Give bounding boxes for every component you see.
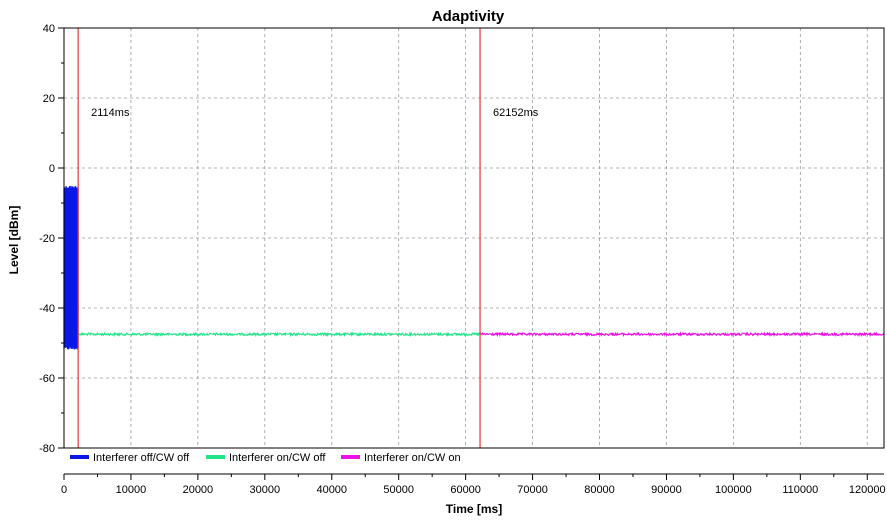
x-tick-label: 120000 xyxy=(849,484,886,496)
y-axis-title: Level [dBm] xyxy=(7,206,21,275)
series-interferer-off-cw-off xyxy=(63,185,79,350)
x-tick-label: 100000 xyxy=(715,484,752,496)
x-tick-label: 30000 xyxy=(250,484,281,496)
y-tick-label: -60 xyxy=(39,373,55,385)
marker-label: 2114ms xyxy=(91,107,130,119)
y-tick-label: -40 xyxy=(39,303,55,315)
x-tick-label: 90000 xyxy=(651,484,682,496)
grid xyxy=(64,28,884,448)
y-tick-label: 20 xyxy=(43,93,55,105)
y-tick-label: -80 xyxy=(39,443,55,455)
x-tick-label: 50000 xyxy=(383,484,414,496)
x-tick-label: 60000 xyxy=(450,484,481,496)
y-tick-label: 0 xyxy=(49,163,55,175)
series-interferer-on-cw-off xyxy=(77,331,481,338)
chart-title: Adaptivity xyxy=(432,8,505,25)
x-tick-label: 110000 xyxy=(782,484,818,496)
marker-layer: 2114ms 62152ms xyxy=(77,28,539,448)
x-tick-label: 70000 xyxy=(517,484,548,496)
x-tick-label: 80000 xyxy=(584,484,615,496)
y-tick-label: -20 xyxy=(39,233,55,245)
legend: Interferer off/CW off Interferer on/CW of… xyxy=(70,452,461,464)
legend-swatch xyxy=(206,455,225,459)
legend-swatch xyxy=(70,455,89,459)
marker-label: 62152ms xyxy=(493,107,539,119)
legend-label: Interferer on/CW off xyxy=(229,452,326,464)
series-interferer-on-cw-on xyxy=(479,331,885,338)
x-tick-label: 40000 xyxy=(316,484,347,496)
legend-label: Interferer on/CW on xyxy=(364,452,461,464)
x-axis-title: Time [ms] xyxy=(446,502,502,516)
x-tick-label: 10000 xyxy=(116,484,147,496)
series-layer xyxy=(63,185,885,350)
y-axis: 40 20 0 -20 -40 -60 -80 xyxy=(39,23,64,455)
x-tick-label: 20000 xyxy=(183,484,214,496)
x-axis: 0 10000 20000 30000 40000 50000 60000 70000 8000… xyxy=(61,473,886,496)
legend-swatch xyxy=(341,455,360,459)
x-tick-label: 0 xyxy=(61,484,67,496)
legend-label: Interferer off/CW off xyxy=(93,452,190,464)
y-tick-label: 40 xyxy=(43,23,55,35)
